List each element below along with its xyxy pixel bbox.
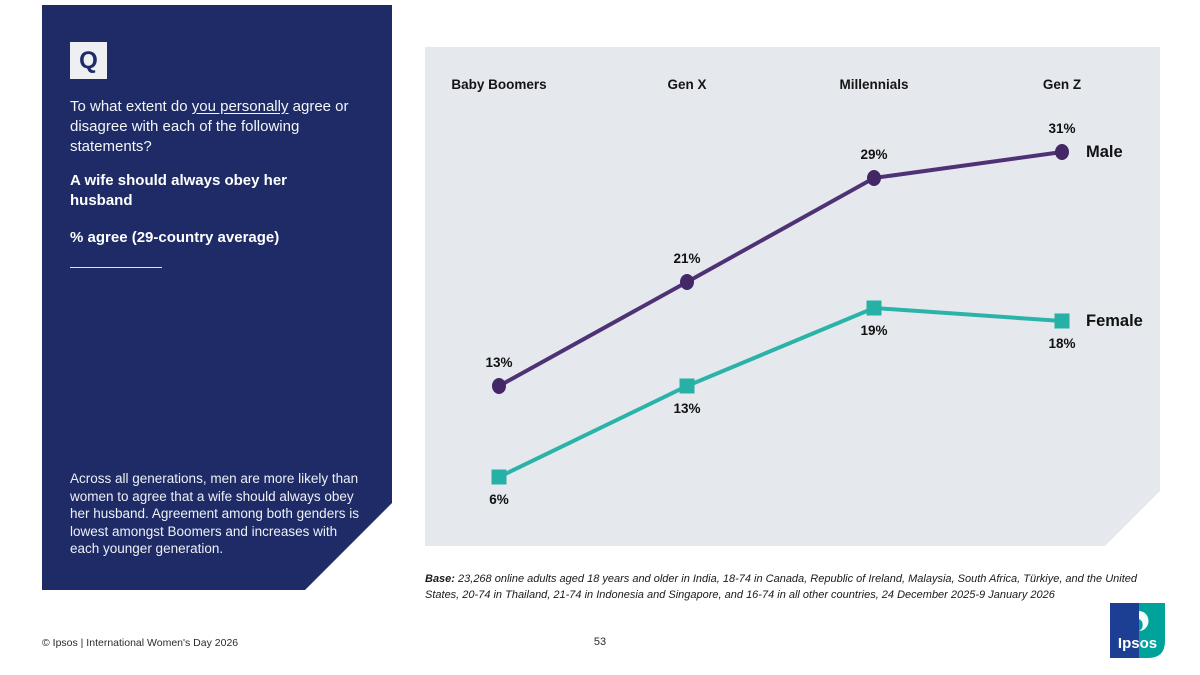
- question-underlined: you personally: [191, 98, 289, 115]
- female-point-marker: [867, 301, 882, 316]
- footer-copyright: © Ipsos | International Women's Day 2026: [42, 637, 239, 649]
- category-label-millennials: Millennials: [839, 77, 909, 92]
- base-note-label: Base:: [425, 573, 455, 585]
- female-point-marker: [680, 379, 695, 394]
- series-label-male: Male: [1086, 143, 1123, 161]
- female-value-label: 13%: [673, 401, 701, 416]
- male-point-marker: [1055, 144, 1069, 160]
- base-note: Base: 23,268 online adults aged 18 years…: [425, 571, 1165, 603]
- question-prefix: To what extent do: [70, 98, 192, 115]
- divider-line: [70, 267, 162, 268]
- male-value-label: 29%: [860, 147, 888, 162]
- page-number: 53: [593, 636, 607, 648]
- base-note-text: 23,268 online adults aged 18 years and o…: [425, 573, 1137, 601]
- metric-text: % agree (29-country average): [70, 229, 280, 246]
- category-label-gen-z: Gen Z: [1042, 77, 1082, 92]
- female-value-label: 18%: [1048, 336, 1076, 351]
- male-value-label: 31%: [1048, 121, 1076, 136]
- male-value-label: 13%: [485, 355, 513, 370]
- line-chart: Baby Boomers Gen X Millennials Gen Z 13% 21% 2…: [425, 47, 1160, 546]
- female-value-label: 19%: [860, 323, 888, 338]
- male-value-label: 21%: [673, 251, 701, 266]
- series-label-female: Female: [1086, 312, 1143, 330]
- logo-text: Ipsos: [1118, 635, 1157, 652]
- female-point-marker: [492, 470, 507, 485]
- question-suffix: agree or disagree with each of the follo…: [70, 98, 349, 155]
- male-line: [499, 152, 1062, 386]
- question-panel: Q To what extent do you personally agree…: [42, 5, 392, 590]
- chart-canvas: [425, 47, 1160, 546]
- male-point-marker: [867, 170, 881, 186]
- female-value-label: 6%: [489, 492, 509, 507]
- insight-text: Across all generations, men are more lik…: [70, 471, 359, 556]
- ipsos-logo: Ipsos: [1110, 603, 1165, 658]
- category-label-gen-x: Gen X: [667, 77, 707, 92]
- male-point-marker: [492, 378, 506, 394]
- question-icon: Q: [70, 42, 107, 79]
- female-line: [499, 308, 1062, 477]
- male-point-marker: [680, 274, 694, 290]
- category-label-baby-boomers: Baby Boomers: [451, 77, 547, 92]
- statement-text: A wife should always obey her husband: [70, 172, 288, 209]
- logo-swirl-icon: [1139, 611, 1149, 631]
- female-point-marker: [1055, 314, 1070, 329]
- question-text: To what extent do you personally agree o…: [70, 97, 366, 157]
